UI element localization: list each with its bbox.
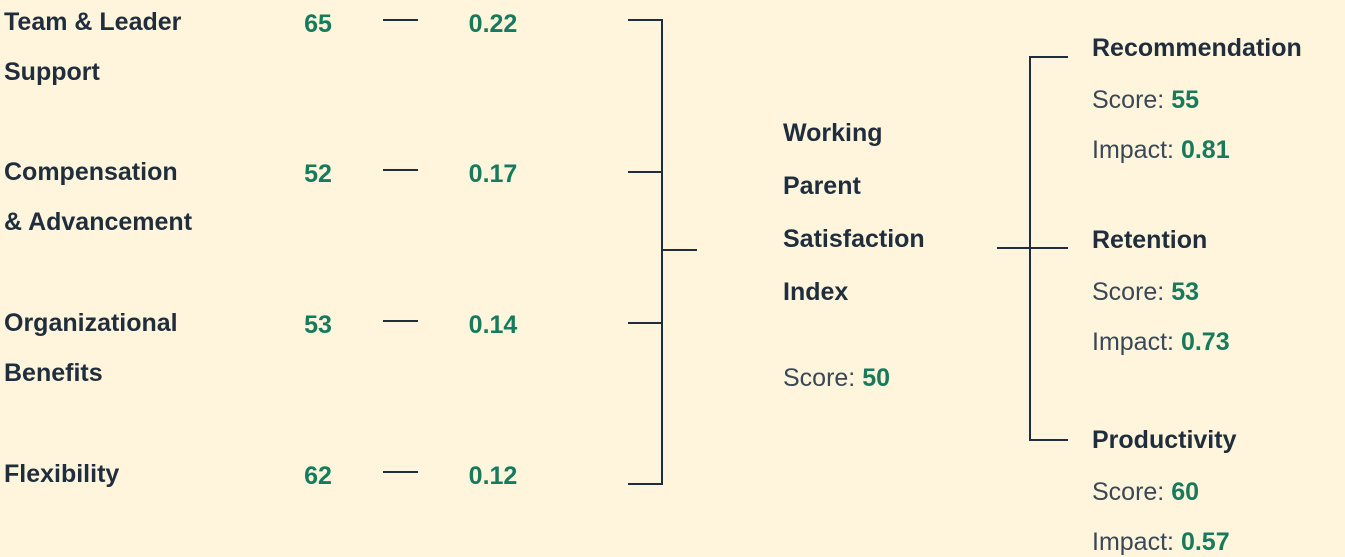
impact-label: Impact: (1092, 528, 1174, 556)
score-label: Score: (1092, 478, 1165, 506)
index-score: 50 (862, 364, 891, 392)
outcome-impact: 0.57 (1180, 528, 1230, 556)
impact-label: Impact: (1092, 328, 1174, 356)
impact-label: Impact: (1092, 136, 1174, 164)
outcome-name: Productivity (1092, 426, 1237, 454)
driver-impact: 0.22 (468, 10, 518, 38)
outcome-score-line: Score: 53 (1092, 277, 1199, 307)
score-label: Score: (1092, 86, 1165, 114)
outcome-score: 60 (1171, 478, 1200, 506)
outcome-impact-line: Impact: 0.57 (1092, 527, 1230, 557)
driver-label: Organizational (4, 309, 178, 337)
outcome-score-line: Score: 60 (1092, 477, 1199, 507)
index-title: Index (783, 278, 849, 306)
driver-label: Team & Leader (4, 8, 182, 36)
driver-label: & Advancement (4, 208, 193, 236)
score-label: Score: (1092, 278, 1165, 306)
driver-impact: 0.14 (468, 311, 518, 339)
outcome-score: 55 (1171, 86, 1200, 114)
index-title: Satisfaction (783, 225, 925, 253)
driver-impact: 0.12 (468, 462, 518, 490)
index-score-line: Score: 50 (783, 363, 890, 393)
driver-score: 65 (304, 10, 332, 38)
driver-impact: 0.17 (468, 160, 518, 188)
driver-score: 53 (304, 311, 332, 339)
outcome-impact-line: Impact: 0.73 (1092, 327, 1230, 357)
driver-score: 52 (304, 160, 332, 188)
outcome-impact: 0.73 (1180, 328, 1230, 356)
outcome-score: 53 (1171, 278, 1200, 306)
score-label: Score: (783, 364, 856, 392)
index-title: Parent (783, 172, 861, 200)
driver-label: Flexibility (4, 460, 120, 488)
driver-label: Compensation (4, 158, 178, 186)
outcome-score-line: Score: 55 (1092, 85, 1199, 115)
outcome-impact-line: Impact: 0.81 (1092, 135, 1230, 165)
outcome-impact: 0.81 (1180, 136, 1230, 164)
driver-score: 62 (304, 462, 332, 490)
driver-label: Support (4, 58, 100, 86)
outcome-name: Retention (1092, 226, 1208, 254)
index-title: Working (783, 119, 883, 147)
outcome-name: Recommendation (1092, 34, 1302, 62)
driver-label: Benefits (4, 359, 103, 387)
